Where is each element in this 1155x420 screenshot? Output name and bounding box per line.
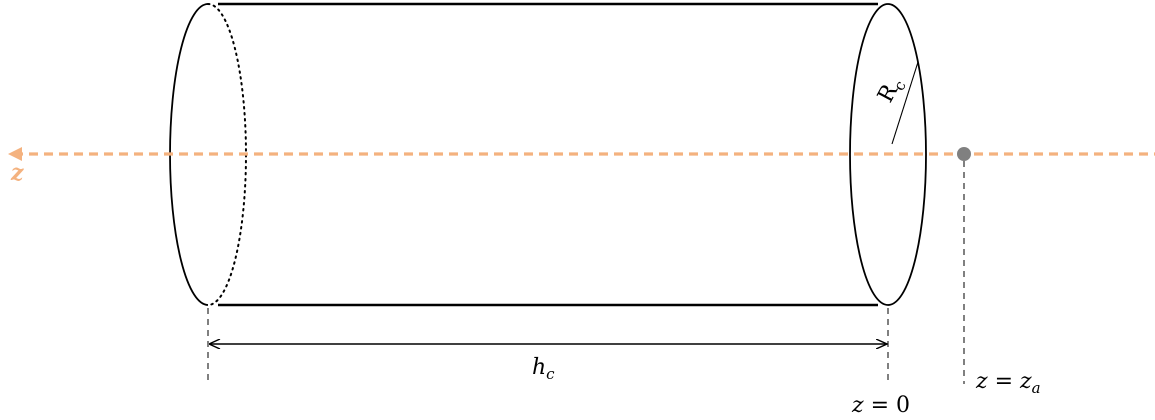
observer-label-eq: = <box>988 369 1020 394</box>
origin-label: z = 0 <box>851 393 910 418</box>
observer-label-rhs: z <box>1019 369 1032 394</box>
origin-label-var: z <box>851 393 864 418</box>
right-cap-ellipse <box>849 3 927 306</box>
observer-point <box>957 147 971 161</box>
z-axis-label: z <box>10 160 24 186</box>
length-label-main: h <box>532 355 546 380</box>
radius-line <box>891 61 919 145</box>
observer-label: z = za <box>975 369 1041 397</box>
length-label-sub: c <box>546 365 555 383</box>
observer-label-var: z <box>975 369 988 394</box>
z-axis-arrowhead <box>8 147 22 161</box>
observer-label-rhs-sub: a <box>1032 379 1041 397</box>
radius-label: Rc <box>873 73 909 108</box>
length-label: hc <box>532 355 555 383</box>
origin-label-eq: = 0 <box>864 393 910 418</box>
